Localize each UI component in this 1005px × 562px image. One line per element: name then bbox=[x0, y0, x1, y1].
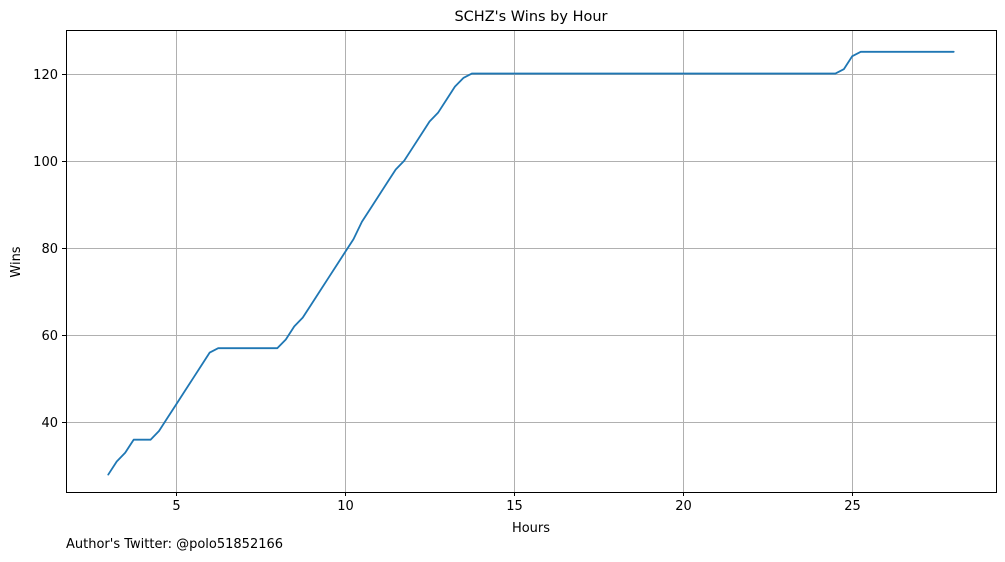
x-axis-label: Hours bbox=[512, 521, 550, 536]
grid-lines bbox=[66, 30, 996, 492]
y-tick-label: 100 bbox=[33, 155, 58, 170]
y-tick-label: 120 bbox=[33, 68, 58, 83]
y-axis-label: Wins bbox=[9, 246, 24, 277]
series-line-wins bbox=[107, 50, 955, 476]
x-tick-label: 5 bbox=[172, 499, 180, 514]
chart-title: SCHZ's Wins by Hour bbox=[454, 9, 607, 25]
axis-ticks: 5 10 15 20 25 40 60 80 100 120 bbox=[33, 68, 861, 514]
y-tick-label: 80 bbox=[41, 242, 58, 257]
author-credit: Author's Twitter: @polo51852166 bbox=[66, 537, 284, 552]
series-layer bbox=[107, 50, 955, 476]
x-tick-label: 20 bbox=[675, 499, 692, 514]
y-tick-label: 60 bbox=[41, 329, 58, 344]
x-tick-label: 15 bbox=[506, 499, 523, 514]
plot-area-frame bbox=[66, 30, 997, 493]
x-tick-label: 25 bbox=[844, 499, 861, 514]
y-tick-label: 40 bbox=[41, 416, 58, 431]
x-tick-label: 10 bbox=[337, 499, 354, 514]
